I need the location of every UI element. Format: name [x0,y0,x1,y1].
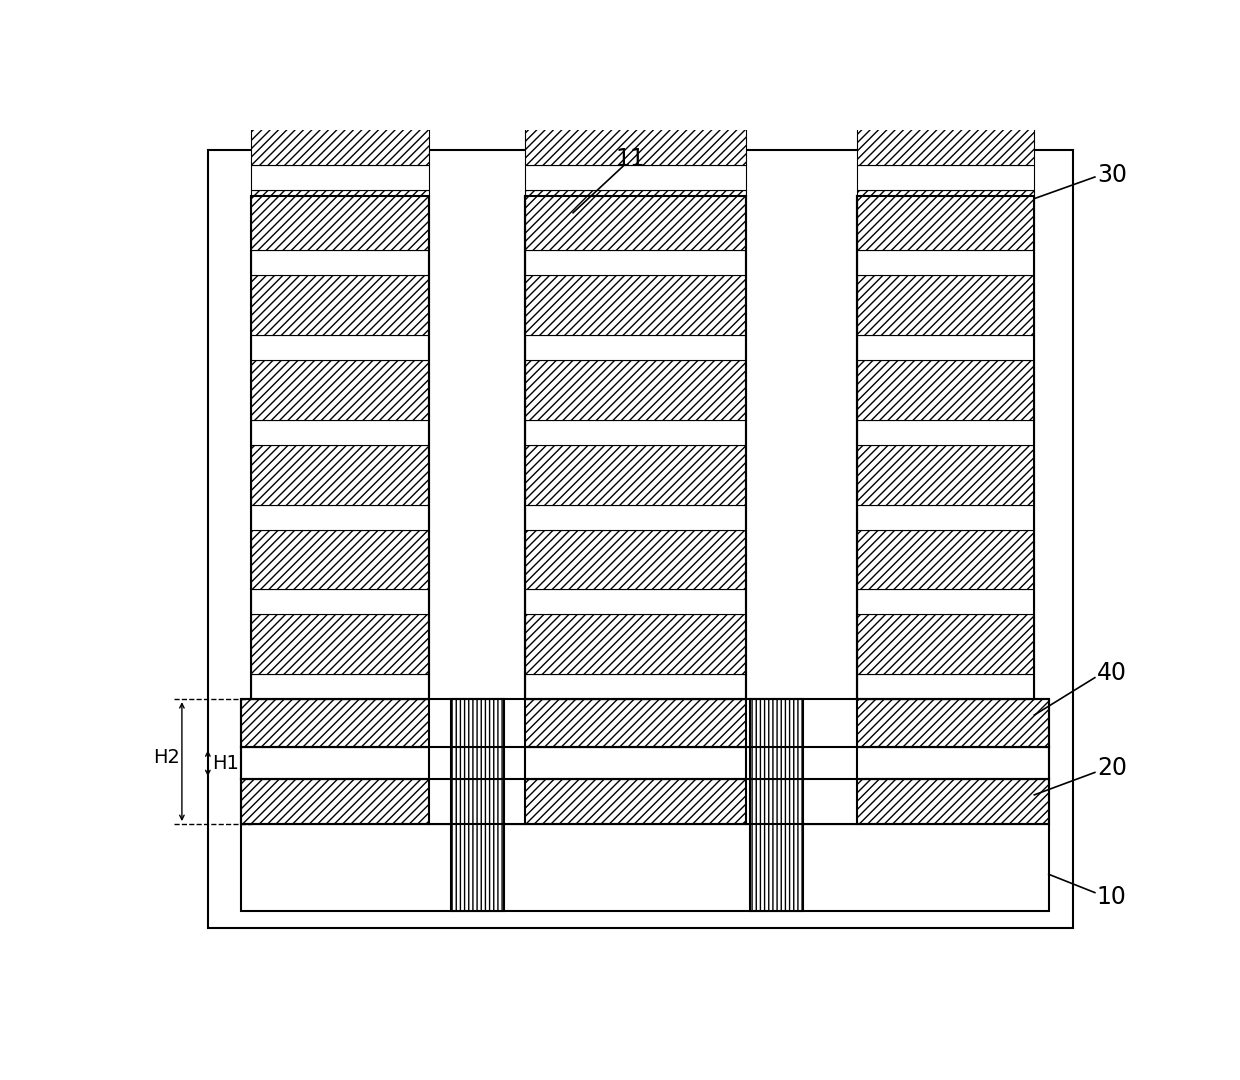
Bar [525,590,746,615]
Bar [525,360,746,420]
Bar [857,165,1034,190]
Bar [250,529,429,590]
Bar [250,251,429,275]
Bar [857,590,1034,615]
Bar [525,197,746,699]
Text: 20: 20 [1096,756,1127,780]
Bar [429,197,525,824]
Bar [525,504,746,529]
Bar [857,275,1034,335]
Bar [250,504,429,529]
Bar [525,81,746,106]
Bar [250,445,429,504]
Text: 10: 10 [1096,885,1127,908]
Bar [250,674,429,699]
Bar [857,106,1034,165]
Bar [250,360,429,420]
Bar [250,81,429,106]
Bar [857,674,1034,699]
Bar [242,699,1049,747]
Text: 11: 11 [616,147,646,171]
Bar [525,106,746,165]
Bar [242,699,1049,824]
Bar [750,699,802,912]
Bar [857,529,1034,590]
Bar [857,190,1034,251]
Bar [857,445,1034,504]
Bar [250,106,429,165]
Bar [525,335,746,360]
Bar [857,335,1034,360]
Text: H2: H2 [153,748,180,767]
Bar [857,504,1034,529]
Text: H1: H1 [212,754,238,773]
Bar [250,197,429,699]
Bar [857,81,1034,106]
Bar [250,165,429,190]
Bar [250,21,429,81]
Bar [525,275,746,335]
Bar [525,21,746,81]
Bar [250,615,429,674]
Bar [242,779,1049,824]
Bar [451,699,503,912]
Bar [242,747,1049,779]
Bar [525,190,746,251]
Bar [242,824,1049,912]
Bar [250,275,429,335]
Bar [525,420,746,445]
Bar [525,251,746,275]
Bar [250,590,429,615]
Bar [525,615,746,674]
Bar [525,529,746,590]
Bar [525,445,746,504]
Bar [857,251,1034,275]
Bar [857,197,1034,699]
Bar [250,335,429,360]
Bar [525,165,746,190]
Text: 30: 30 [1096,163,1127,187]
Bar [746,197,857,824]
Bar [857,360,1034,420]
Bar [857,21,1034,81]
Bar [857,420,1034,445]
Bar [857,615,1034,674]
Bar [250,190,429,251]
Text: 40: 40 [1096,661,1127,686]
Bar [525,674,746,699]
Bar [250,420,429,445]
